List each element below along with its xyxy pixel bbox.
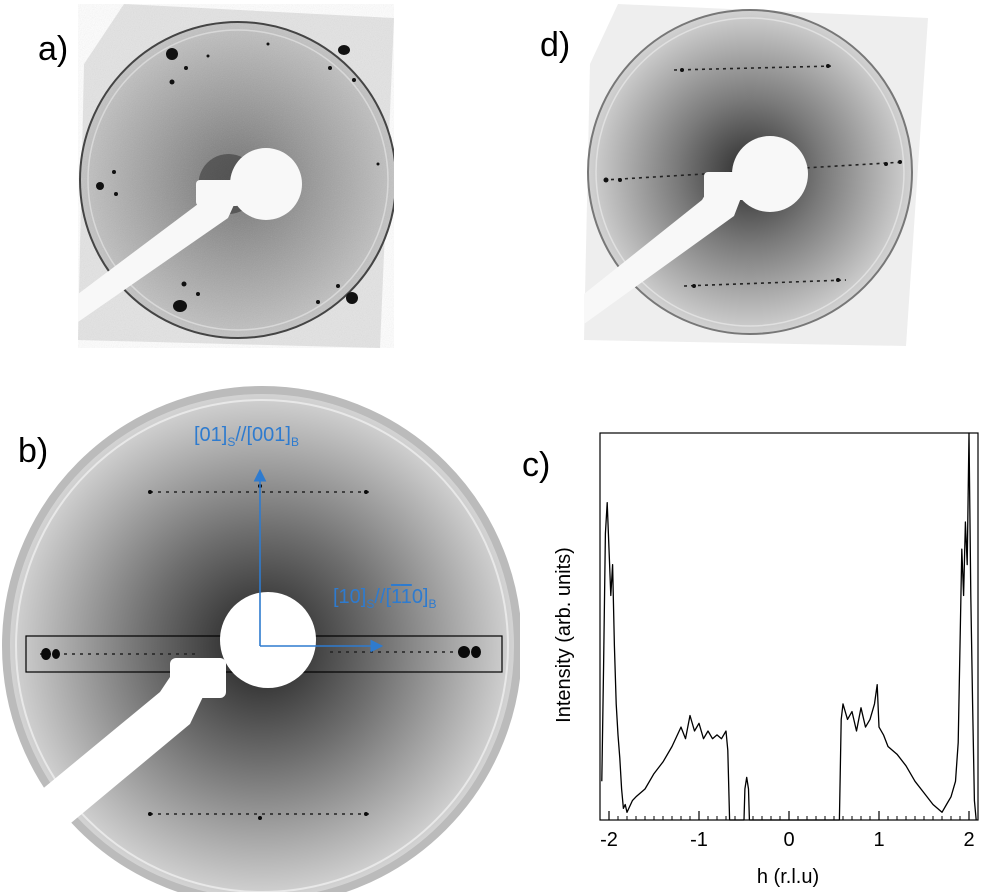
diffraction-pattern-a — [78, 4, 394, 348]
pattern-a-sample-holder — [78, 148, 302, 322]
chart-series — [601, 432, 977, 821]
x-tick-label: 2 — [963, 829, 974, 851]
chart-axes — [599, 432, 979, 821]
diffraction-pattern-d — [584, 4, 928, 346]
series-line — [601, 432, 977, 821]
intensity-profile-chart: -2 -1 0 1 2 h (r.l.u) Intensity (arb. units) — [553, 432, 979, 888]
panel-label-a: a) — [38, 30, 69, 68]
vertical-axis-annotation: [01]S//[001]B — [194, 424, 299, 449]
x-tick-label: -2 — [600, 829, 618, 851]
pattern-d-sample-holder — [584, 136, 808, 324]
pattern-d-streaks — [603, 65, 905, 287]
pattern-b-streaks — [40, 491, 480, 815]
horizontal-axis-annotation: [10]S//[110]B — [333, 586, 437, 611]
x-tick-label: 0 — [783, 829, 794, 851]
x-tick-label: 1 — [873, 829, 884, 851]
chart-ticks: -2 -1 0 1 2 — [600, 811, 975, 851]
diffraction-pattern-b — [0, 386, 520, 892]
panel-label-b: b) — [18, 432, 49, 470]
x-axis-label: h (r.l.u) — [757, 866, 819, 888]
panel-label-c: c) — [522, 446, 551, 484]
pattern-a-spots — [96, 42, 380, 312]
panel-label-d: d) — [540, 26, 571, 64]
x-tick-label: -1 — [690, 829, 708, 851]
plot-frame — [599, 432, 979, 821]
pattern-b-sample-holder — [0, 592, 316, 882]
y-axis-label: Intensity (arb. units) — [553, 547, 575, 723]
pattern-b-spots — [41, 484, 481, 820]
